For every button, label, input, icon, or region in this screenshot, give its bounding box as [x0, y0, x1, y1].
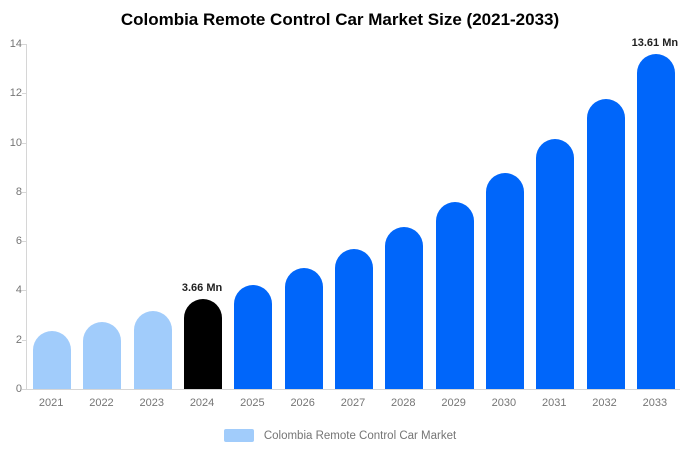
y-tick-label: 4 — [15, 284, 22, 297]
x-tick-label: 2023 — [139, 397, 164, 409]
x-tick-label: 2026 — [290, 397, 315, 409]
x-tick-label: 2029 — [441, 397, 466, 409]
bar-value-label: 3.66 Mn — [181, 281, 223, 294]
bar-2028 — [385, 227, 424, 389]
y-tick-mark — [22, 142, 26, 144]
y-tick-label: 14 — [9, 38, 22, 50]
x-tick-label: 2022 — [89, 397, 114, 409]
y-tick-label: 0 — [15, 383, 22, 395]
bar-2021 — [33, 330, 72, 389]
x-tick-label: 2033 — [642, 397, 668, 409]
plot-area — [26, 44, 680, 390]
bar-2026 — [284, 268, 323, 389]
bar-2025 — [234, 284, 273, 389]
y-tick-mark — [22, 93, 26, 95]
y-tick-label: 12 — [9, 87, 22, 100]
y-tick-mark — [22, 44, 26, 45]
y-tick-mark — [22, 191, 26, 193]
y-tick-label: 10 — [9, 136, 22, 149]
y-tick-label: 6 — [15, 235, 22, 248]
bar-2030 — [485, 172, 524, 389]
y-tick-mark — [22, 339, 26, 341]
bar-2027 — [335, 249, 373, 389]
legend-label: Colombia Remote Control Car Market — [263, 429, 457, 442]
legend: Colombia Remote Control Car Market — [0, 429, 680, 442]
bar-2022 — [83, 321, 122, 389]
chart-title: Colombia Remote Control Car Market Size … — [120, 10, 560, 29]
y-tick-mark — [22, 241, 26, 243]
bar-2031 — [536, 138, 575, 389]
x-tick-label: 2027 — [340, 397, 366, 409]
bar-2029 — [435, 201, 474, 389]
y-tick-mark — [22, 290, 26, 292]
legend-swatch — [223, 429, 254, 442]
bar-2023 — [133, 311, 172, 389]
y-tick-label: 2 — [15, 333, 22, 346]
y-tick-label: 8 — [15, 185, 22, 198]
x-tick-label: 2025 — [240, 397, 265, 409]
x-tick-label: 2021 — [38, 397, 64, 409]
x-tick-label: 2032 — [592, 397, 617, 409]
bar-2033 — [636, 53, 675, 389]
x-tick-label: 2024 — [189, 397, 215, 409]
y-tick-mark — [22, 389, 26, 390]
x-tick-label: 2031 — [541, 397, 567, 409]
bar-value-label: 13.61 Mn — [631, 36, 679, 49]
x-tick-label: 2030 — [491, 397, 517, 409]
bar-2024 — [184, 298, 223, 389]
bar-2032 — [586, 99, 625, 389]
x-tick-label: 2028 — [391, 397, 416, 409]
